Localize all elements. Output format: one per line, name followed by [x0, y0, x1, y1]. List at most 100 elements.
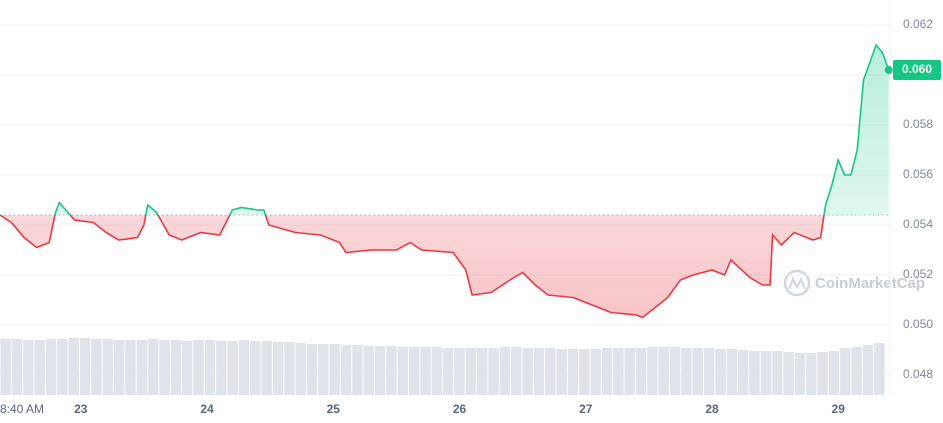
- volume-bar: [68, 338, 79, 395]
- volume-bar: [408, 347, 420, 395]
- volume-bar: [658, 347, 669, 395]
- x-tick-label: 8:40 AM: [0, 402, 44, 416]
- volume-bar: [420, 347, 431, 395]
- volume-bar: [817, 352, 828, 395]
- volume-bar: [148, 339, 159, 395]
- volume-bar: [295, 343, 306, 395]
- volume-bar: [862, 345, 874, 395]
- volume-bar: [284, 342, 295, 395]
- volume-bar: [772, 351, 783, 395]
- watermark-text: CoinMarketCap: [815, 275, 925, 292]
- volume-bar: [760, 351, 772, 395]
- price-line-down: [0, 215, 825, 319]
- volume-bar: [363, 346, 374, 395]
- volume-bar: [590, 349, 601, 395]
- y-tick-label: 0.058: [903, 117, 933, 131]
- volume-bar: [431, 347, 442, 395]
- y-tick-label: 0.056: [903, 167, 933, 181]
- volume-bar: [499, 347, 511, 395]
- volume-bar: [91, 339, 102, 395]
- volume-bar: [79, 338, 91, 395]
- volume-bar: [182, 341, 193, 395]
- volume-bar: [647, 347, 658, 395]
- volume-bar: [749, 351, 760, 395]
- volume-bar: [851, 347, 862, 395]
- volume-bar: [443, 348, 454, 395]
- volume-bar: [465, 348, 477, 395]
- volume-bar: [45, 339, 57, 395]
- area-down: [0, 215, 889, 318]
- volume-bar: [374, 346, 386, 395]
- volume-bar: [11, 339, 23, 395]
- volume-bar: [340, 345, 352, 395]
- volume-bar: [624, 348, 635, 395]
- volume-bar: [34, 340, 45, 395]
- volume-bar: [238, 340, 250, 395]
- volume-bar: [533, 348, 545, 395]
- volume-bar: [250, 341, 261, 395]
- volume-bar: [522, 348, 533, 395]
- volume-bar: [681, 348, 692, 395]
- volume-bar: [726, 349, 737, 395]
- volume-bar: [738, 350, 749, 395]
- x-tick-label: 24: [200, 402, 214, 416]
- x-tick-label: 28: [705, 402, 719, 416]
- volume-bar: [306, 344, 318, 395]
- x-tick-label: 25: [327, 402, 341, 416]
- last-price-dot: [884, 66, 893, 74]
- volume-bar: [227, 341, 238, 395]
- volume-bar: [579, 349, 590, 395]
- volume-bar: [0, 339, 11, 395]
- volume-bar: [454, 348, 465, 395]
- volume-bar: [669, 347, 681, 395]
- volume-bar: [125, 340, 136, 395]
- volume-bar: [703, 348, 715, 395]
- volume-bar: [261, 341, 272, 395]
- volume-bar: [318, 344, 329, 395]
- volume-bar: [511, 347, 522, 395]
- x-tick-label: 29: [832, 402, 846, 416]
- volume-bar: [794, 353, 806, 395]
- volume-bar: [783, 352, 794, 395]
- volume-bar: [272, 342, 284, 395]
- price-label: 0.060: [902, 62, 932, 76]
- y-tick-label: 0.050: [903, 317, 933, 331]
- volume-bar: [828, 351, 840, 395]
- volume-bar: [57, 339, 68, 395]
- price-label-box: [893, 60, 941, 80]
- volume-bar: [556, 349, 567, 395]
- volume-bar: [204, 340, 216, 395]
- volume-bar: [545, 348, 556, 395]
- volume-bar: [216, 341, 227, 395]
- volume-bar: [136, 340, 147, 395]
- watermark: CoinMarketCap: [783, 269, 925, 297]
- volume-bar: [601, 348, 613, 395]
- volume-bar: [477, 348, 488, 395]
- volume-bar: [102, 339, 113, 395]
- y-tick-label: 0.054: [903, 217, 933, 231]
- volume-bar: [23, 340, 34, 395]
- x-tick-label: 27: [579, 402, 593, 416]
- x-tick-label: 26: [453, 402, 467, 416]
- x-tick-label: 23: [74, 402, 88, 416]
- volume-bar: [874, 343, 885, 395]
- volume-bar: [193, 340, 204, 395]
- volume-bar: [806, 353, 817, 395]
- volume-bar: [170, 340, 182, 395]
- volume-bar: [488, 348, 499, 395]
- volume-bar: [635, 348, 647, 395]
- volume-bar: [692, 348, 703, 395]
- volume-bar: [386, 346, 397, 395]
- volume-bar: [715, 349, 726, 395]
- volume-bar: [159, 340, 170, 395]
- y-tick-label: 0.062: [903, 17, 933, 31]
- volume-bar: [567, 349, 579, 395]
- volume-bar: [329, 344, 340, 395]
- volume-bar: [352, 345, 363, 395]
- volume-bar: [113, 340, 125, 395]
- volume-bar: [840, 348, 851, 395]
- y-tick-label: 0.048: [903, 367, 933, 381]
- volume-bar: [397, 347, 408, 395]
- volume-bar: [613, 348, 624, 395]
